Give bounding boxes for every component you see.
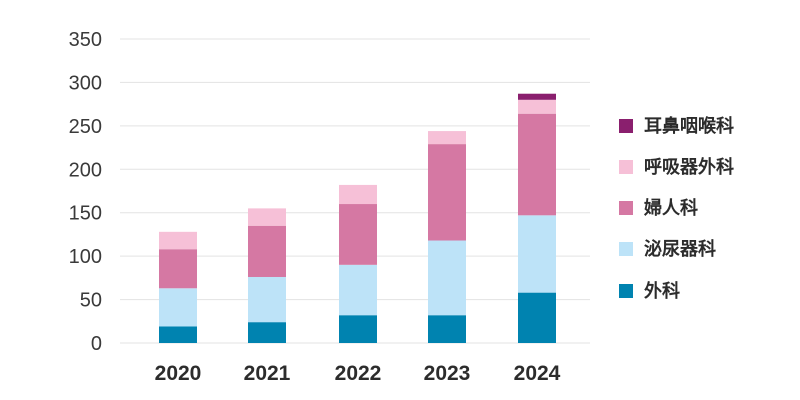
bar-segment: [339, 204, 377, 265]
y-tick-label: 100: [69, 246, 102, 268]
legend-swatch: [619, 284, 633, 298]
x-tick-label: 2022: [335, 362, 382, 385]
legend-swatch: [619, 119, 633, 133]
bar-segment: [159, 249, 197, 289]
x-axis-ticks: 2020 2021 2022 2023 2024: [155, 362, 561, 385]
bars: [159, 93, 556, 343]
bar-segment: [518, 215, 556, 293]
y-tick-label: 150: [69, 203, 102, 225]
bar-segment: [428, 144, 466, 241]
bar-segment: [428, 315, 466, 343]
legend-swatch: [619, 160, 633, 174]
bar-segment: [159, 326, 197, 343]
y-tick-label: 50: [80, 290, 102, 312]
legend-label: 泌尿器科: [644, 238, 716, 260]
legend-label: 外科: [644, 280, 680, 302]
y-tick-label: 0: [91, 333, 102, 355]
legend-label: 婦人科: [643, 197, 698, 219]
bar-segment: [518, 292, 556, 343]
bar-segment: [518, 99, 556, 114]
bar-segment: [339, 184, 377, 205]
bar-segment: [248, 208, 286, 226]
bar-segment: [248, 322, 286, 343]
legend-swatch: [619, 201, 633, 215]
y-tick-label: 300: [69, 72, 102, 94]
legend-swatch: [619, 242, 633, 256]
legend-label: 呼吸器外科: [644, 156, 734, 178]
bar-segment: [159, 288, 197, 327]
bar-segment: [518, 93, 556, 100]
bar-segment: [428, 131, 466, 145]
y-tick-label: 350: [69, 29, 102, 51]
y-tick-label: 200: [69, 159, 102, 181]
bar-segment: [339, 315, 377, 343]
x-tick-label: 2021: [244, 362, 291, 385]
bar-segment: [428, 240, 466, 316]
y-tick-label: 250: [69, 116, 102, 138]
x-tick-label: 2023: [424, 362, 471, 385]
bar-segment: [339, 264, 377, 316]
bar-segment: [518, 113, 556, 216]
y-axis-ticks: 0 50 100 150 200 250 300 350: [69, 29, 102, 355]
bar-segment: [248, 225, 286, 277]
legend-label: 耳鼻咽喉科: [644, 115, 734, 137]
x-tick-label: 2024: [514, 362, 561, 385]
bar-segment: [248, 276, 286, 323]
x-tick-label: 2020: [155, 362, 202, 385]
bar-segment: [159, 231, 197, 250]
